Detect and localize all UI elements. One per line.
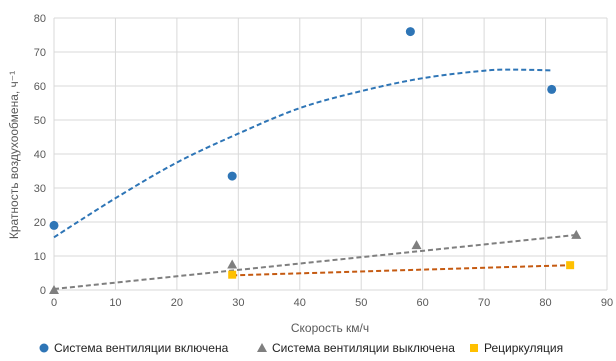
y-tick-label: 60: [34, 81, 46, 93]
x-tick-label: 30: [232, 297, 244, 309]
x-tick-label: 0: [51, 297, 57, 309]
y-tick-label: 70: [34, 47, 46, 59]
y-tick-label: 10: [34, 251, 46, 263]
x-tick-label: 10: [109, 297, 121, 309]
data-point-series-3: [566, 261, 575, 270]
data-point-series-2: [411, 240, 422, 250]
y-axis-label: Кратность воздухообмена, ч⁻¹: [7, 71, 21, 239]
data-point-series-1: [227, 171, 237, 181]
x-tick-label: 80: [539, 297, 551, 309]
legend-label-series-1: Система вентиляции включена: [54, 341, 229, 355]
y-tick-label: 0: [40, 285, 46, 297]
legend-label-series-2: Система вентиляции выключена: [272, 341, 455, 355]
trendline-series-2: [53, 233, 577, 290]
x-tick-label: 90: [601, 297, 613, 309]
y-axis-ticks: 0 10 20 30 40 50 60 70 80: [34, 13, 46, 297]
data-point-series-1: [547, 84, 557, 94]
x-tick-label: 60: [417, 297, 429, 309]
data-point-series-2: [227, 259, 238, 269]
legend-label-series-3: Рециркуляция: [484, 341, 563, 355]
grid-lines: [53, 17, 608, 291]
data-point-series-1: [49, 220, 59, 230]
data-point-series-2: [571, 229, 582, 239]
legend-marker-series-3: [470, 344, 478, 352]
trendline-series-3: [232, 264, 571, 277]
x-tick-label: 70: [478, 297, 490, 309]
x-axis-ticks: 0 10 20 30 40 50 60 70 80 90: [51, 297, 613, 309]
trendline-series-1: [53, 68, 552, 239]
data-points: [49, 27, 582, 294]
y-tick-label: 40: [34, 149, 46, 161]
y-tick-label: 50: [34, 115, 46, 127]
data-point-series-2: [49, 285, 59, 294]
x-axis-label: Скорость км/ч: [291, 321, 369, 335]
data-point-series-1: [405, 27, 415, 37]
legend-marker-series-2: [257, 343, 267, 352]
y-tick-label: 80: [34, 13, 46, 25]
x-tick-label: 40: [294, 297, 306, 309]
legend-marker-series-1: [39, 343, 49, 353]
data-point-series-3: [228, 270, 237, 279]
y-tick-label: 20: [34, 217, 46, 229]
y-tick-label: 30: [34, 183, 46, 195]
x-tick-label: 20: [171, 297, 183, 309]
x-tick-label: 50: [355, 297, 367, 309]
legend: Система вентиляции включена Система венти…: [39, 341, 563, 355]
trend-lines: [53, 68, 577, 290]
